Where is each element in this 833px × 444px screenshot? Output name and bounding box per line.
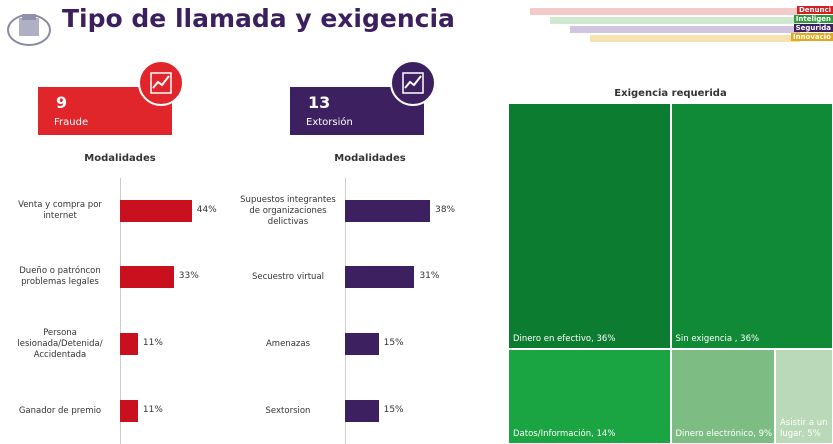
kpi-label: Fraude [54, 117, 89, 128]
value-label: 11% [142, 405, 163, 415]
treemap-cell: Dinero en efectivo, 36% [508, 103, 671, 349]
kpi-label: Extorsión [306, 117, 353, 128]
cell-label: Dinero electrónico, 9% [675, 428, 773, 439]
value-label: 15% [383, 405, 404, 415]
category-label: Venta y compra por internet [18, 200, 102, 221]
category-label: Ganador de premio [18, 405, 102, 416]
kpi-value: 9 [56, 93, 68, 112]
category-label: Secuestro virtual [251, 271, 325, 282]
value-label: 33% [178, 271, 199, 281]
chart-title: Modalidades [334, 153, 406, 164]
category-label: Supuestos integrantes de organizaciones … [240, 194, 336, 227]
treemap-cell: Datos/Información, 14% [508, 348, 671, 444]
chart-title: Exigencia requerida [614, 88, 727, 99]
value-label: 31% [419, 271, 440, 281]
category-label: Dueño o patróncon problemas legales [19, 266, 101, 287]
brand-word: Innovació [790, 33, 833, 41]
bar [120, 266, 174, 288]
bar [345, 200, 431, 222]
bar [120, 200, 192, 222]
axis-line [345, 178, 346, 444]
treemap-cell: Asistir a un lugar, 5% [774, 348, 833, 444]
value-label: 11% [142, 338, 163, 348]
value-label: 15% [383, 338, 404, 348]
logo [7, 14, 51, 46]
cell-label: Sin exigencia , 36% [675, 333, 760, 344]
bar [345, 266, 415, 288]
category-label: Amenazas [265, 338, 311, 349]
bar [345, 400, 379, 422]
category-label: Sextorsion [265, 405, 311, 416]
cell-label: Asistir a un lugar, 5% [779, 417, 828, 439]
kpi-icon [390, 60, 436, 106]
cell-label: Datos/Información, 14% [513, 428, 616, 439]
kpi-icon [138, 60, 184, 106]
page-title: Tipo de llamada y exigencia [62, 4, 455, 33]
bar [345, 333, 379, 355]
cell-label: Dinero en efectivo, 36% [513, 333, 616, 344]
brand-word: Inteligen [793, 15, 833, 23]
axis-line [120, 178, 121, 444]
kpi-value: 13 [308, 93, 331, 112]
treemap-cell: Sin exigencia , 36% [670, 103, 833, 349]
value-label: 38% [435, 205, 456, 215]
bar [120, 400, 138, 422]
value-label: 44% [196, 205, 217, 215]
chart-title: Modalidades [84, 153, 156, 164]
brand-stripes [530, 8, 800, 42]
brand-word: Denunci [796, 6, 833, 14]
category-label: Persona lesionada/Detenida/ Accidentada [17, 327, 103, 360]
treemap-cell: Dinero electrónico, 9% [670, 348, 775, 444]
brand-word: Segurida [793, 24, 833, 32]
bar [120, 333, 138, 355]
